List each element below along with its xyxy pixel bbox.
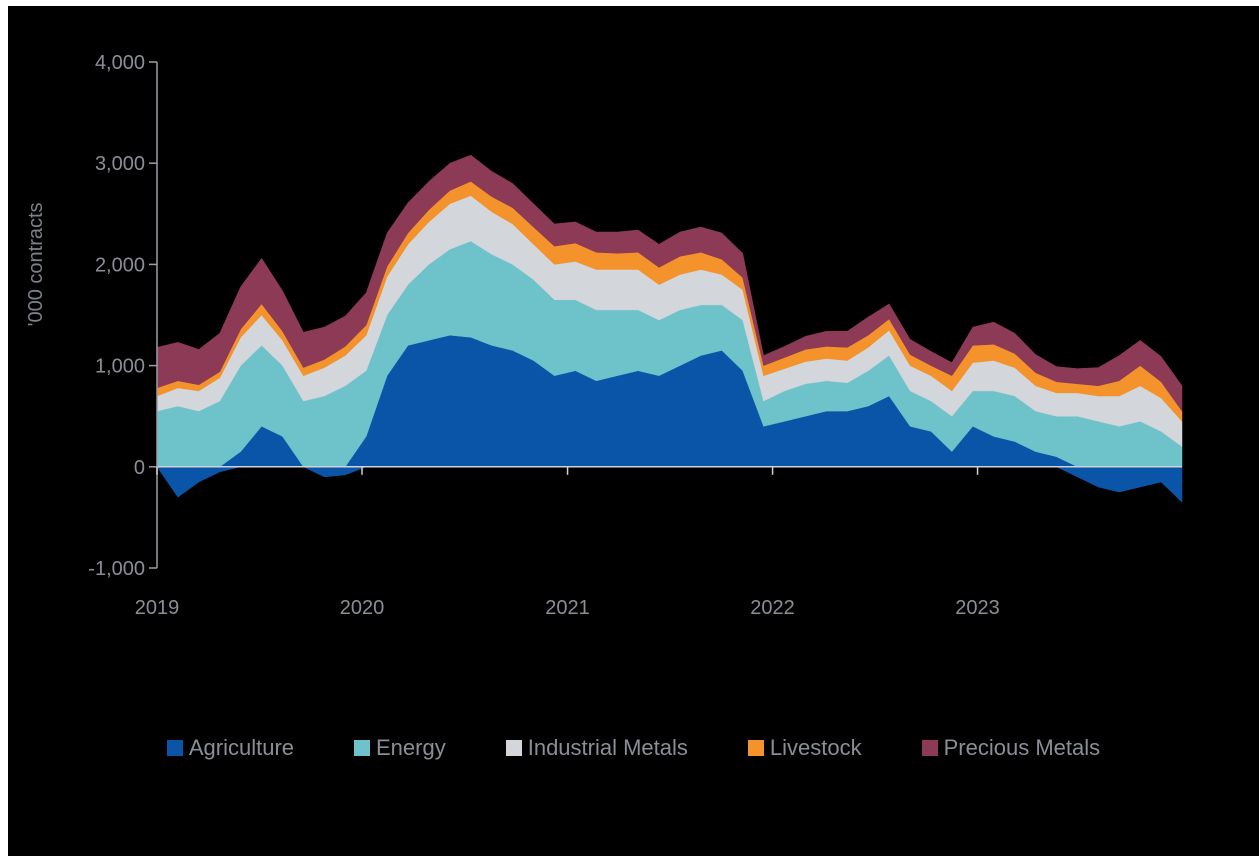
legend-label: Livestock: [769, 735, 862, 760]
x-tick-label: 2020: [340, 597, 385, 619]
legend-swatch: [505, 740, 522, 756]
legend-swatch: [354, 740, 370, 756]
x-tick-label: 2022: [750, 597, 795, 619]
chart-frame: -1,000 0 1,000 2,000 3,000 4,000 2019 2020 2021…: [8, 6, 1259, 856]
x-axis: 2019 2020 2021 2022 2023: [135, 466, 1000, 619]
y-tick-label: 1,000: [95, 356, 145, 378]
area-series-precious-metals: [156, 154, 1183, 412]
y-tick-label: 3,000: [95, 153, 145, 175]
y-tick-label: 0: [134, 457, 145, 479]
stacked-area-chart: -1,000 0 1,000 2,000 3,000 4,000 2019 2020 2021…: [25, 52, 1183, 619]
y-tick-label: -1,000: [88, 558, 145, 580]
legend-item-energy: Energy: [354, 735, 446, 761]
y-axis: -1,000 0 1,000 2,000 3,000 4,000: [88, 52, 157, 580]
y-axis-title: '000 contracts: [25, 202, 47, 326]
legend-label: Industrial Metals: [527, 735, 688, 760]
area-layer: [156, 154, 1183, 503]
legend: Agriculture Energy Industrial Metals Livest…: [8, 728, 1259, 768]
legend-label: Agriculture: [188, 735, 294, 760]
legend-item-precious-metals: Precious Metals: [921, 735, 1101, 761]
legend-item-livestock: Livestock: [747, 735, 862, 761]
legend-label: Energy: [376, 735, 446, 760]
y-tick-label: 2,000: [95, 254, 145, 276]
legend-swatch: [921, 740, 938, 756]
x-tick-label: 2021: [545, 597, 590, 619]
x-tick-label: 2019: [135, 597, 180, 619]
legend-item-agriculture: Agriculture: [166, 735, 294, 761]
legend-label: Precious Metals: [943, 735, 1101, 760]
y-tick-label: 4,000: [95, 52, 145, 74]
legend-swatch: [166, 740, 183, 756]
legend-item-industrial-metals: Industrial Metals: [505, 735, 688, 761]
legend-swatch: [747, 740, 764, 756]
x-tick-label: 2023: [955, 597, 1000, 619]
